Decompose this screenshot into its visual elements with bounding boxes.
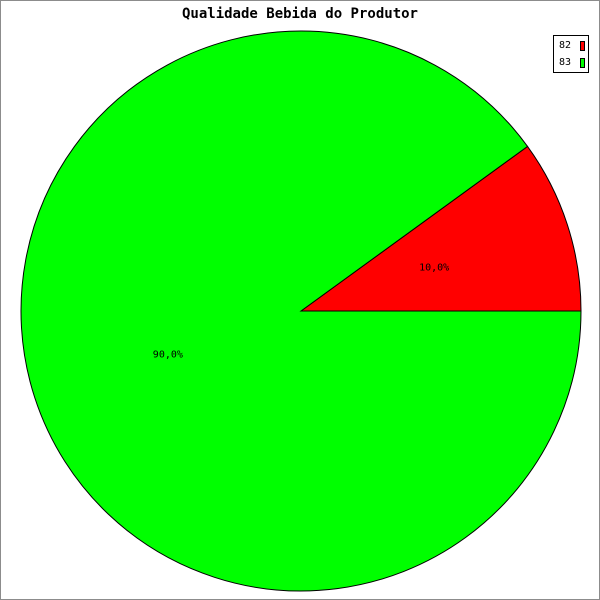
legend-item-82: 82 xyxy=(559,39,585,53)
legend: 82 83 xyxy=(553,35,589,73)
legend-item-83: 83 xyxy=(559,56,585,70)
slice-label-82: 10,0% xyxy=(419,263,449,274)
legend-label-83: 83 xyxy=(559,57,572,68)
legend-swatch-83 xyxy=(580,58,585,68)
pie-slice-83 xyxy=(20,30,582,592)
legend-swatch-82 xyxy=(580,41,585,51)
chart-title: Qualidade Bebida do Produtor xyxy=(181,6,418,22)
legend-label-82: 82 xyxy=(559,40,572,51)
pie-slice-82 xyxy=(299,145,582,312)
slice-label-83: 90,0% xyxy=(153,349,183,360)
